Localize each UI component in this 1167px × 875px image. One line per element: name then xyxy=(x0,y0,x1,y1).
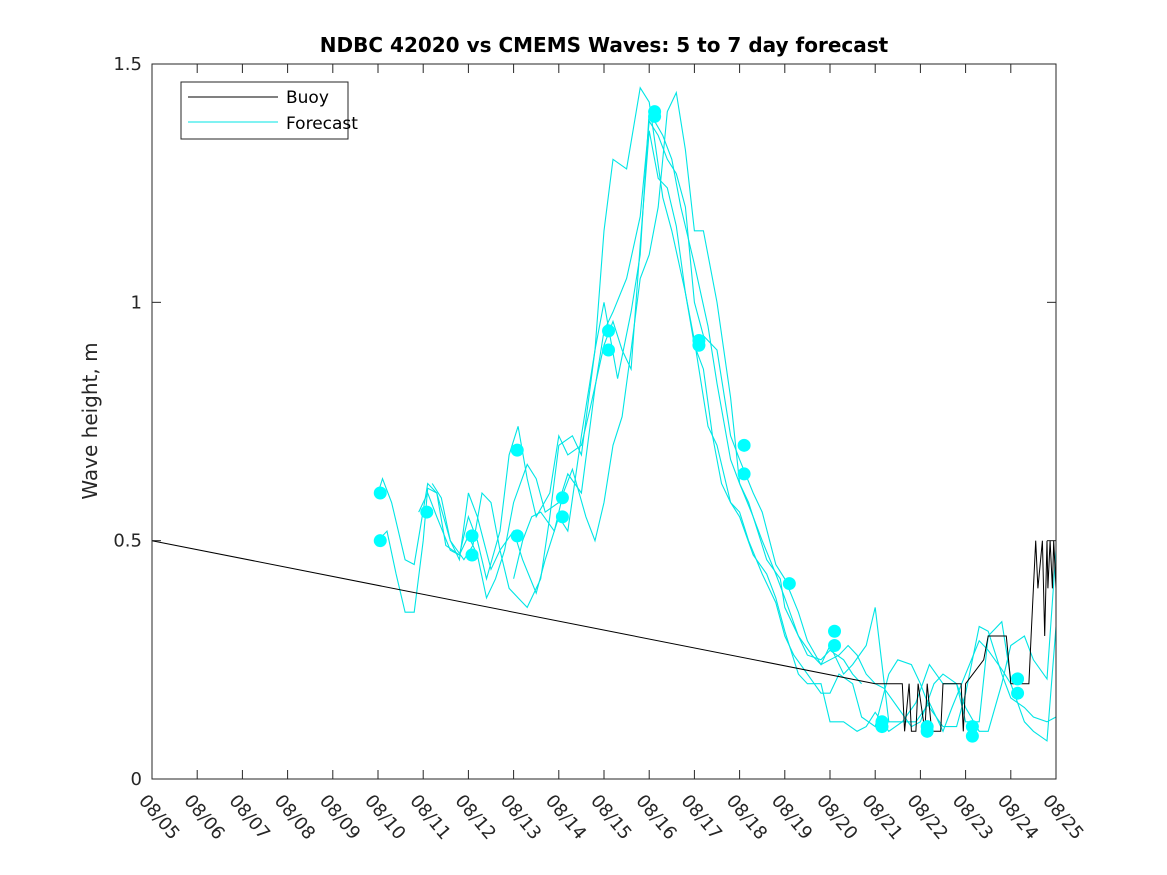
forecast-marker xyxy=(692,338,706,352)
forecast-marker xyxy=(555,510,569,524)
plot-area xyxy=(151,63,1057,780)
forecast-marker xyxy=(510,529,524,543)
chart-title: NDBC 42020 vs CMEMS Waves: 5 to 7 day fo… xyxy=(320,33,889,57)
forecast-marker xyxy=(420,505,434,519)
forecast-marker xyxy=(737,438,751,452)
buoy-series-line xyxy=(151,540,1057,732)
y-tick-label: 0.5 xyxy=(113,531,142,552)
forecast-marker xyxy=(373,534,387,548)
forecast-series-line-4 xyxy=(431,109,863,685)
y-tick-labels: 0 0.5 1 1.5 xyxy=(113,54,142,790)
y-axis-label: Wave height, m xyxy=(78,342,102,499)
y-tick-label: 1 xyxy=(131,292,142,313)
series-layer xyxy=(151,86,1057,742)
legend-box xyxy=(180,81,349,140)
forecast-marker xyxy=(555,491,569,505)
legend: Buoy Forecast xyxy=(180,81,358,140)
forecast-marker xyxy=(965,729,979,743)
forecast-marker xyxy=(782,577,796,591)
forecast-marker xyxy=(602,343,616,357)
forecast-marker xyxy=(1011,672,1025,686)
legend-forecast-label: Forecast xyxy=(286,114,358,134)
y-tick-label: 1.5 xyxy=(113,54,142,75)
forecast-marker xyxy=(510,443,524,457)
forecast-marker xyxy=(920,724,934,738)
forecast-series-line-3 xyxy=(418,119,1012,723)
forecast-marker xyxy=(1011,686,1025,700)
forecast-marker xyxy=(737,467,751,481)
forecast-marker xyxy=(828,639,842,653)
forecast-marker xyxy=(465,529,479,543)
plot-frame xyxy=(151,63,1057,780)
plot-background xyxy=(152,64,1056,779)
y-tick-label: 0 xyxy=(131,769,142,790)
legend-buoy-label: Buoy xyxy=(286,88,329,108)
forecast-marker xyxy=(465,548,479,562)
forecast-marker xyxy=(373,486,387,500)
forecast-series-line-5 xyxy=(513,90,1057,732)
forecast-marker xyxy=(648,109,662,123)
forecast-marker xyxy=(602,324,616,338)
forecast-marker xyxy=(875,720,889,734)
marker-layer xyxy=(373,105,1025,743)
forecast-marker xyxy=(828,624,842,638)
forecast-marker xyxy=(965,720,979,734)
